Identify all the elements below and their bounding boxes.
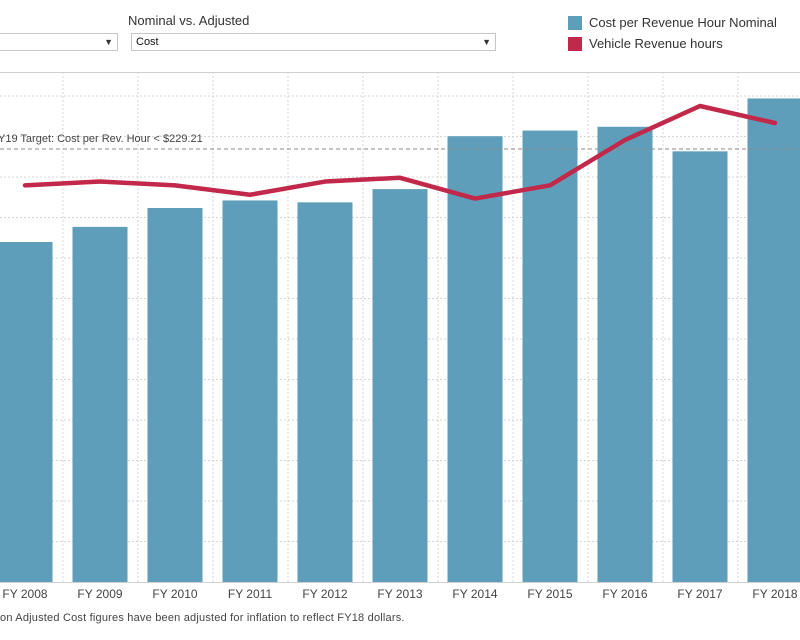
footnote: on Adjusted Cost figures have been adjus… xyxy=(0,612,405,624)
line-vehicle-revenue-hours xyxy=(22,103,778,201)
nominal-adjusted-label: Nominal vs. Adjusted xyxy=(128,13,250,28)
bar-fy-2011 xyxy=(222,200,278,582)
bar-fy-2017 xyxy=(672,151,728,582)
bar-fy-2015 xyxy=(522,130,578,583)
bar-fy-2012 xyxy=(297,202,353,583)
target-label: Y19 Target: Cost per Rev. Hour < $229.21 xyxy=(0,133,203,145)
x-tick-label: FY 2016 xyxy=(602,587,647,601)
x-tick-label: FY 2014 xyxy=(452,587,497,601)
x-tick-label: FY 2009 xyxy=(77,587,122,601)
x-tick-label: FY 2015 xyxy=(527,587,572,601)
nominal-adjusted-value: Cost xyxy=(136,36,159,48)
legend-swatch-cost xyxy=(568,16,582,30)
x-tick-label: FY 2017 xyxy=(677,587,722,601)
legend-label-hours: Vehicle Revenue hours xyxy=(589,36,723,51)
chevron-down-icon: ▼ xyxy=(482,37,491,47)
x-tick-label: FY 2011 xyxy=(228,587,273,601)
x-tick-label: FY 2008 xyxy=(2,587,47,601)
x-tick-label: FY 2013 xyxy=(377,587,422,601)
bar-fy-2008 xyxy=(0,242,53,582)
x-tick-label: FY 2012 xyxy=(302,587,347,601)
nominal-adjusted-dropdown[interactable]: Cost ▼ xyxy=(131,33,496,51)
bar-fy-2009 xyxy=(72,226,128,582)
legend-swatch-hours xyxy=(568,37,582,51)
left-filter-dropdown[interactable]: ▼ xyxy=(0,33,118,51)
chart-area: Y19 Target: Cost per Rev. Hour < $229.21… xyxy=(0,72,800,601)
x-tick-label: FY 2018 xyxy=(752,587,797,601)
bar-fy-2013 xyxy=(372,189,428,582)
bar-fy-2016 xyxy=(597,126,653,583)
x-tick-label: FY 2010 xyxy=(152,587,197,601)
chevron-down-icon: ▼ xyxy=(104,37,113,47)
legend-label-cost: Cost per Revenue Hour Nominal xyxy=(589,15,777,30)
bar-fy-2010 xyxy=(147,208,203,582)
bar-fy-2014 xyxy=(447,136,503,582)
bar-fy-2018 xyxy=(747,98,800,582)
